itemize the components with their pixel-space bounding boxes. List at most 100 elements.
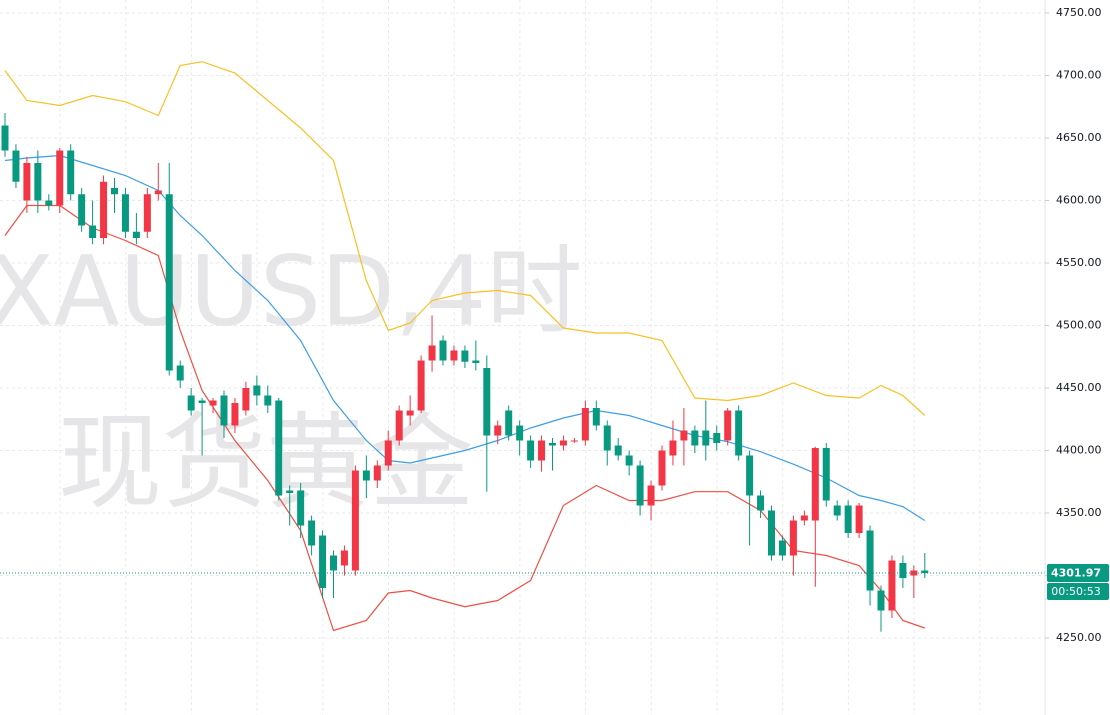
candle	[866, 525, 874, 606]
candle-body	[56, 150, 64, 206]
candle-body	[592, 408, 600, 426]
candle-body	[658, 450, 666, 486]
candle	[800, 510, 808, 526]
candle-body	[1, 125, 9, 151]
candle	[581, 400, 589, 446]
candle	[570, 438, 578, 443]
candle	[220, 390, 228, 438]
candle-body	[264, 395, 272, 406]
candle-body	[406, 410, 414, 416]
band-line	[4, 204, 925, 632]
candle-body	[308, 520, 316, 546]
candle-body	[297, 490, 305, 526]
candle-body	[527, 440, 535, 461]
candle	[614, 438, 622, 461]
candle	[395, 405, 403, 446]
price-axis: 4250.004300.004350.004400.004450.004500.…	[1045, 6, 1109, 644]
candle-body	[746, 455, 754, 496]
candle-body	[461, 350, 469, 362]
candle-body	[549, 443, 556, 446]
candle-body	[483, 368, 491, 436]
candle	[899, 555, 907, 588]
candle	[811, 446, 819, 587]
candle	[231, 398, 239, 433]
plot	[0, 61, 1045, 632]
candle-body	[768, 510, 775, 556]
candle	[176, 360, 184, 388]
candle	[625, 450, 633, 476]
candle	[89, 200, 97, 245]
candle	[735, 405, 743, 461]
candle-body	[45, 200, 53, 206]
candle	[516, 420, 524, 456]
candle	[297, 483, 305, 538]
candle-body	[559, 440, 567, 446]
candle	[877, 585, 885, 632]
candle-body	[187, 395, 195, 411]
candle-body	[176, 365, 184, 381]
candle-body	[516, 425, 524, 441]
candle-body	[625, 455, 633, 466]
candle-body	[581, 408, 589, 441]
candle-body	[275, 400, 283, 496]
candle	[527, 435, 535, 468]
candle-body	[603, 425, 611, 451]
countdown-box	[1047, 583, 1109, 601]
candle	[888, 555, 896, 618]
candle-body	[757, 495, 765, 511]
candle	[209, 398, 217, 413]
candle-body	[691, 430, 699, 446]
candle-body	[472, 360, 480, 363]
candle	[439, 335, 447, 366]
candle-body	[855, 505, 863, 533]
watermark-symbol: XAUUSD,4时	[0, 235, 582, 347]
candle-body	[614, 445, 622, 456]
y-tick-label: 4350.00	[1056, 506, 1102, 519]
candle-body	[362, 470, 370, 481]
candle-body	[888, 560, 896, 611]
candle-body	[494, 425, 502, 436]
candle	[757, 490, 765, 518]
candle	[319, 530, 327, 598]
candle	[833, 500, 841, 521]
candle	[713, 425, 721, 451]
candle-body	[811, 448, 819, 521]
candle	[428, 315, 436, 372]
y-tick-label: 4650.00	[1056, 131, 1102, 144]
candle-body	[910, 570, 918, 576]
candle	[351, 465, 359, 576]
candle	[746, 450, 754, 546]
candle	[242, 381, 250, 416]
candle-body	[833, 505, 841, 516]
last-price-box	[1047, 564, 1109, 583]
candle	[78, 188, 86, 232]
candle	[253, 375, 261, 406]
candle-body	[231, 403, 239, 426]
candle	[34, 150, 42, 213]
candle	[286, 485, 294, 526]
candle	[67, 144, 75, 201]
candle	[373, 460, 381, 488]
candle	[187, 388, 195, 416]
candle-body	[395, 410, 403, 441]
y-tick-label: 4500.00	[1056, 319, 1102, 332]
candle-body	[713, 433, 721, 443]
candle	[384, 430, 392, 471]
last-price-label: 4301.97	[1051, 567, 1101, 580]
candle-body	[800, 515, 808, 521]
candle-body	[778, 540, 786, 556]
candle-body	[899, 563, 907, 578]
candle-body	[286, 490, 294, 493]
band-line	[4, 61, 926, 416]
candle	[768, 505, 775, 561]
candle-body	[132, 231, 140, 238]
candle	[680, 408, 688, 466]
candle	[789, 515, 797, 576]
candle-body	[647, 485, 655, 506]
y-tick-label: 4400.00	[1056, 444, 1102, 457]
candle-body	[351, 470, 359, 571]
candle-body	[12, 150, 20, 182]
candle-body	[450, 350, 458, 361]
candle	[844, 500, 852, 538]
